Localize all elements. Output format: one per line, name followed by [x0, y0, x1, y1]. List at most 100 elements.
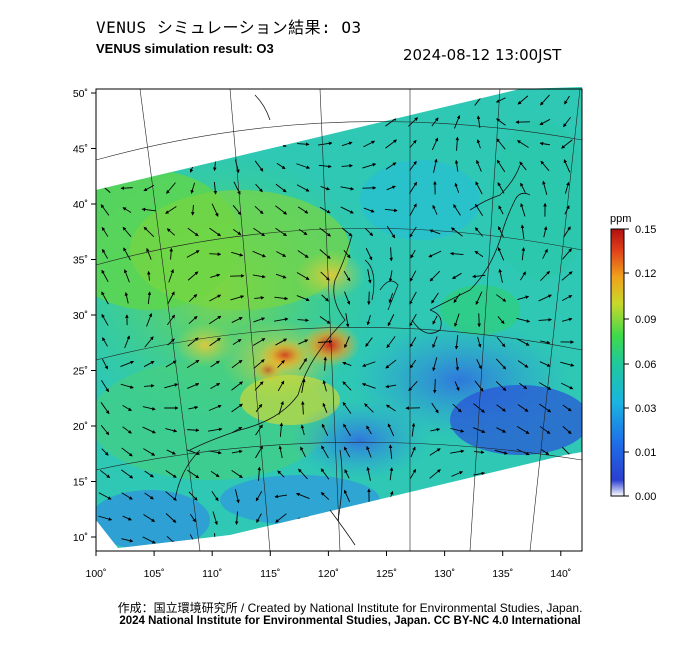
wind-arrow [386, 225, 396, 239]
wind-arrow [319, 249, 331, 259]
wind-arrow [274, 296, 289, 301]
wind-arrow [320, 468, 330, 480]
lat-tick-label: 15˚ [73, 477, 88, 489]
wind-arrow [562, 426, 572, 435]
wind-arrow [212, 511, 218, 526]
lon-tick-label: 120˚ [318, 568, 339, 580]
wind-arrow [143, 448, 156, 456]
wind-arrow [539, 361, 551, 367]
wind-arrow [278, 445, 283, 459]
wind-arrow [276, 162, 286, 170]
colorbar-tick-label: 0.00 [635, 491, 656, 503]
wind-arrow [388, 444, 393, 459]
wind-arrow [210, 273, 221, 278]
wind-arrow [455, 136, 460, 151]
wind-arrow [409, 336, 417, 348]
wind-arrow [187, 271, 199, 281]
wind-arrow [166, 228, 176, 236]
wind-arrow [540, 449, 550, 455]
wind-arrow [187, 227, 199, 237]
title-japanese: VENUS シミュレーション結果: O3 [96, 18, 362, 37]
wind-arrow [495, 358, 507, 370]
wind-arrow [474, 380, 484, 392]
wind-arrow [429, 270, 441, 282]
wind-arrow [539, 403, 552, 413]
wind-arrow [295, 492, 310, 499]
wind-arrow [275, 205, 288, 215]
wind-arrow [120, 360, 135, 367]
wind-arrow [429, 229, 441, 235]
wind-arrow [169, 247, 173, 260]
lon-tick-label: 130˚ [434, 568, 455, 580]
wind-arrow [188, 315, 198, 324]
wind-arrow [431, 292, 439, 304]
wind-arrow [561, 139, 573, 149]
wind-arrow [342, 401, 352, 414]
wind-arrow [343, 446, 351, 458]
wind-arrow [143, 514, 156, 522]
wind-arrow [166, 182, 176, 194]
wind-arrow [210, 382, 221, 390]
wind-arrow [516, 426, 530, 434]
wind-arrow [208, 315, 222, 325]
wind-arrow [297, 142, 310, 147]
wind-arrow [277, 360, 285, 368]
wind-arrow [101, 358, 109, 370]
wind-arrow [100, 402, 110, 415]
credit-line: 作成：国立環境研究所 / Created by National Institu… [117, 601, 583, 615]
wind-arrow [520, 271, 526, 281]
wind-arrow [409, 270, 417, 282]
wind-arrow [231, 359, 243, 369]
wind-arrow [296, 272, 310, 280]
wind-arrow [319, 316, 331, 324]
wind-arrow [495, 97, 506, 103]
wind-arrow [252, 338, 266, 346]
wind-arrow [146, 247, 152, 260]
wind-arrow [496, 159, 506, 173]
wind-arrow [343, 489, 351, 502]
wind-arrow [453, 293, 461, 303]
wind-arrow [231, 403, 243, 413]
wind-arrow [254, 296, 265, 300]
wind-arrow [102, 248, 108, 259]
wind-arrow [342, 361, 352, 366]
wind-arrow [411, 422, 416, 437]
wind-arrow [429, 469, 441, 479]
wind-arrow [367, 291, 371, 306]
wind-arrow [213, 181, 218, 195]
wind-arrow [189, 513, 197, 523]
wind-arrow [276, 251, 287, 257]
wind-arrow [385, 162, 397, 170]
wind-arrow [232, 229, 242, 235]
wind-arrow [384, 208, 398, 213]
wind-arrow [432, 379, 437, 394]
license-line: 2024 National Institute for Environmenta… [119, 615, 581, 627]
wind-arrow [521, 247, 526, 261]
wind-arrow [274, 317, 289, 322]
wind-arrow [209, 294, 222, 302]
wind-arrow [299, 358, 307, 370]
wind-arrow [208, 427, 223, 432]
wind-arrow [298, 339, 309, 345]
wind-arrow [209, 227, 222, 237]
wind-arrow [388, 270, 393, 283]
wind-arrow [496, 138, 506, 150]
wind-arrow [320, 185, 331, 191]
wind-arrow [166, 449, 176, 455]
wind-arrow [496, 336, 506, 348]
wind-arrow [455, 357, 460, 371]
wind-arrow [121, 538, 134, 543]
wind-arrow [274, 494, 288, 499]
wind-arrow [364, 403, 374, 413]
wind-arrow [122, 226, 132, 238]
wind-arrow [385, 384, 397, 389]
wind-arrow [187, 383, 200, 389]
wind-arrow [101, 448, 109, 456]
wind-arrow [296, 295, 310, 302]
wind-arrow [453, 204, 461, 216]
wind-arrow [165, 491, 177, 501]
wind-arrow [230, 295, 245, 301]
wind-arrow [477, 336, 482, 348]
wind-arrow [540, 270, 550, 282]
wind-arrow [386, 185, 396, 191]
